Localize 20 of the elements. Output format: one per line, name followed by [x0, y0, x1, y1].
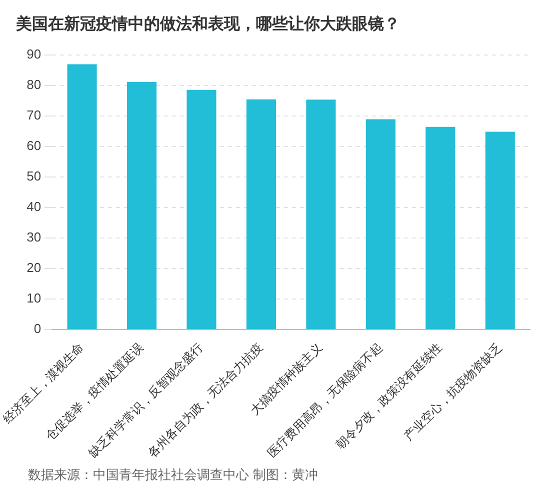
y-tick-label: 0: [34, 321, 42, 336]
y-tick-label: 60: [26, 138, 42, 153]
bar: [186, 90, 216, 330]
y-tick-label: 20: [26, 260, 42, 276]
y-tick-label: 10: [26, 290, 42, 306]
bar: [246, 99, 276, 330]
bar: [67, 64, 97, 330]
y-tick-label: 50: [26, 168, 42, 184]
y-tick-label: 40: [26, 198, 42, 214]
bar: [366, 119, 396, 330]
bar: [426, 126, 456, 330]
y-tick-label: 80: [26, 76, 42, 92]
y-tick-label: 70: [26, 107, 42, 122]
bar: [306, 100, 336, 330]
bar: [126, 82, 157, 330]
y-tick-label: 90: [26, 46, 42, 62]
chart-title: 美国在新冠疫情中的做法和表现，哪些让你大跌眼镜？: [14, 13, 401, 35]
y-tick-label: 30: [26, 230, 42, 245]
source-note: 数据来源：中国青年报社社会调查中心 制图：黄冲: [27, 467, 320, 484]
bar: [485, 132, 515, 330]
